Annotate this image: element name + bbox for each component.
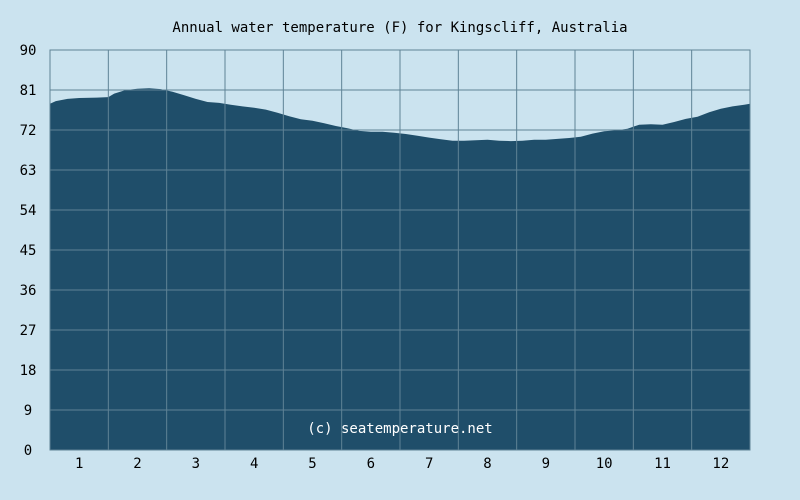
- x-tick-label: 4: [250, 456, 258, 472]
- x-tick-label: 6: [367, 456, 375, 472]
- x-tick-label: 11: [654, 456, 671, 472]
- y-tick-label: 90: [20, 43, 37, 59]
- chart-title: Annual water temperature (F) for Kingscl…: [172, 20, 627, 36]
- x-tick-label: 8: [483, 456, 491, 472]
- y-tick-label: 9: [24, 403, 32, 419]
- x-tick-label: 5: [308, 456, 316, 472]
- x-tick-label: 10: [596, 456, 613, 472]
- plot-area: [49, 49, 751, 451]
- y-tick-label: 81: [20, 83, 37, 99]
- x-tick-label: 12: [712, 456, 729, 472]
- y-axis: 0 9 18 27 36 45 54 63 72 81 90: [20, 43, 37, 459]
- y-tick-label: 63: [20, 163, 37, 179]
- x-tick-label: 9: [542, 456, 550, 472]
- y-tick-label: 72: [20, 123, 37, 139]
- x-tick-label: 3: [192, 456, 200, 472]
- x-tick-label: 2: [133, 456, 141, 472]
- x-axis: 1 2 3 4 5 6 7 8 9 10 11 12: [75, 456, 729, 472]
- y-tick-label: 36: [20, 283, 37, 299]
- y-tick-label: 27: [20, 323, 37, 339]
- x-tick-label: 1: [75, 456, 83, 472]
- x-tick-label: 7: [425, 456, 433, 472]
- y-tick-label: 0: [24, 443, 32, 459]
- watermark-text: (c) seatemperature.net: [307, 421, 492, 437]
- y-tick-label: 45: [20, 243, 37, 259]
- y-tick-label: 54: [20, 203, 37, 219]
- y-tick-label: 18: [20, 363, 37, 379]
- plot-border: [49, 49, 751, 451]
